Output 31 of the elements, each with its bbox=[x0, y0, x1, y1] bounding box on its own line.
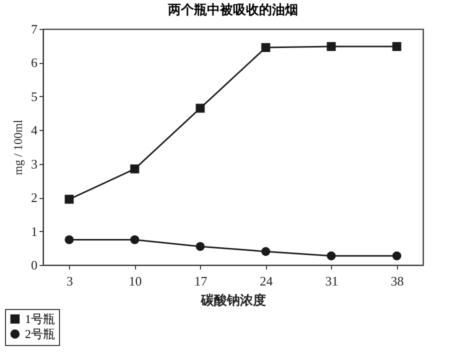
point bbox=[64, 194, 74, 204]
x-tick-label: 38 bbox=[390, 274, 404, 288]
y-tick-label: 4 bbox=[31, 122, 38, 138]
point bbox=[261, 247, 270, 256]
y-tick-label: 3 bbox=[31, 156, 38, 172]
point bbox=[64, 235, 74, 244]
legend-label: 1号瓶 bbox=[25, 312, 55, 326]
chart-title: 两个瓶中被吸收的油烟 bbox=[167, 2, 298, 17]
point bbox=[196, 242, 205, 251]
point bbox=[392, 42, 402, 52]
y-axis-title: mg / 100ml bbox=[11, 119, 25, 176]
x-tick-label: 17 bbox=[194, 274, 208, 288]
y-tick-label: 7 bbox=[31, 22, 38, 36]
point bbox=[326, 251, 336, 260]
x-tick-label: 10 bbox=[128, 274, 142, 288]
y-tick-label: 6 bbox=[31, 55, 38, 70]
y-tick-label: 2 bbox=[31, 190, 38, 206]
y-tick-label: 1 bbox=[31, 224, 38, 239]
x-tick-label: 31 bbox=[325, 274, 338, 288]
x-tick-label: 24 bbox=[260, 274, 274, 288]
legend-label: 2号瓶 bbox=[25, 327, 55, 341]
y-tick-label: 0 bbox=[31, 258, 38, 272]
point bbox=[196, 104, 205, 113]
x-axis-title: 碳酸钠浓度 bbox=[200, 292, 266, 308]
point bbox=[392, 251, 402, 260]
point bbox=[130, 235, 140, 244]
point bbox=[130, 164, 140, 174]
point bbox=[326, 42, 336, 52]
y-tick-label: 5 bbox=[31, 88, 38, 104]
point bbox=[261, 43, 270, 52]
x-tick-label: 3 bbox=[66, 274, 73, 288]
